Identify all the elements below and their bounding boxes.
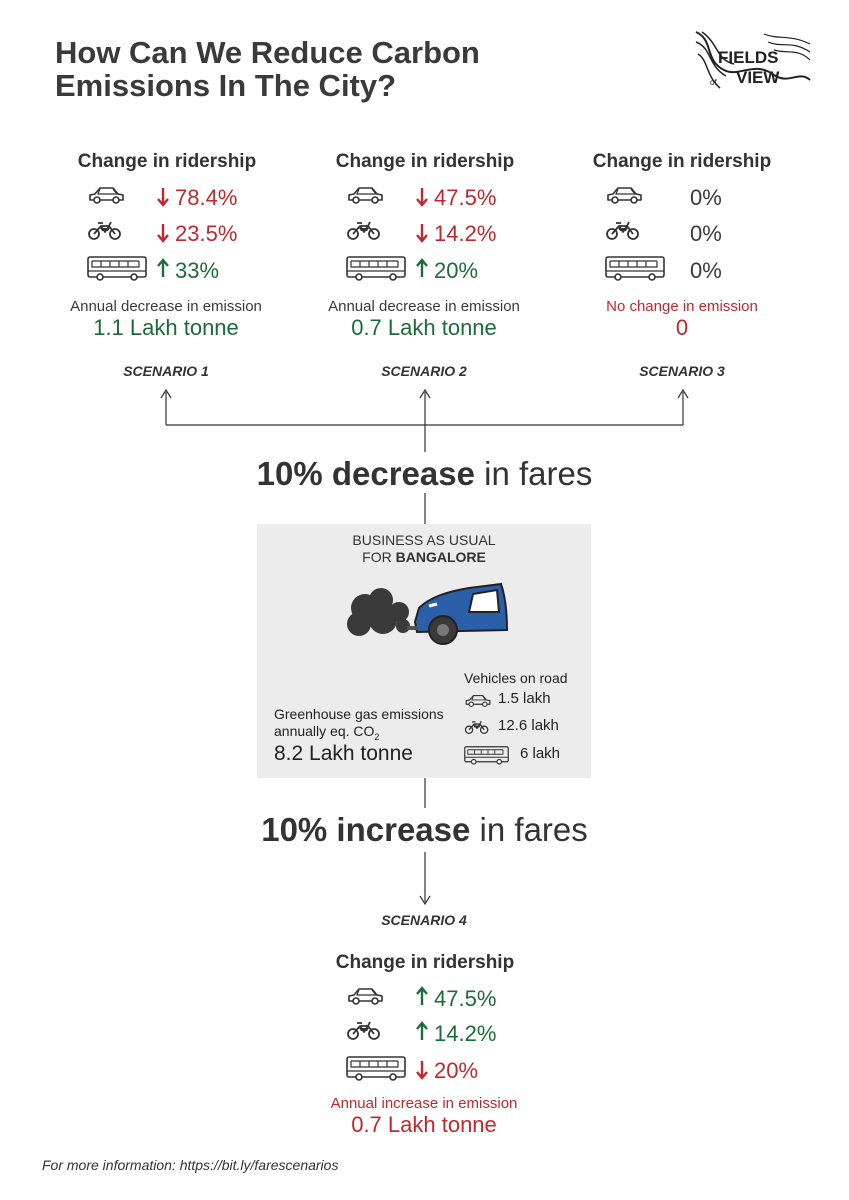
- scenario-2-label: SCENARIO 2: [381, 363, 467, 379]
- scenario-1-label: SCENARIO 1: [123, 363, 209, 379]
- scenario-4-bike-row: 14.2%: [346, 1019, 586, 1049]
- vehicles-bike-value: 12.6 lakh: [498, 717, 559, 734]
- logo-text-of: of: [710, 78, 717, 87]
- increase-fares-rest: in fares: [470, 811, 588, 848]
- business-as-usual-panel: BUSINESS AS USUAL FOR BANGALORE Greenhou…: [257, 524, 591, 778]
- car-icon: [348, 988, 383, 1005]
- arrowhead-scenario-4: [419, 895, 431, 906]
- scenario-4-car-row: 47.5%: [346, 984, 586, 1014]
- scenario-3-car-row: 0%: [605, 183, 845, 213]
- scenario-3-bus-row: 0%: [605, 256, 845, 286]
- emissions-label-2-text: annually eq. CO: [274, 723, 375, 739]
- bus-icon: [346, 1056, 406, 1081]
- scenario-4-bus-row: 20%: [346, 1056, 586, 1086]
- scenario-2-bus-row: 20%: [346, 256, 586, 286]
- bau-line-1: BUSINESS AS USUAL: [352, 532, 496, 548]
- decrease-fares-label: 10% decrease in fares: [0, 455, 849, 493]
- scenario-1-heading: Change in ridership: [77, 151, 257, 172]
- scenario-3-bike-row: 0%: [605, 219, 845, 249]
- scenario-4-note: Annual increase in emission: [330, 1095, 518, 1112]
- emissions-label-subscript: 2: [374, 731, 380, 742]
- scenario-1-car-value: 78.4%: [175, 185, 238, 210]
- vehicles-car-value: 1.5 lakh: [498, 690, 551, 707]
- scenario-2-bike-row: 14.2%: [346, 219, 586, 249]
- blue-car-icon: [407, 582, 509, 645]
- arrowhead-scenario-1: [160, 388, 172, 399]
- arrow-up-icon: [415, 1021, 429, 1042]
- vehicles-bus-value: 6 lakh: [520, 745, 561, 762]
- scenario-4-label: SCENARIO 4: [381, 912, 467, 928]
- scenario-2-heading: Change in ridership: [335, 151, 515, 172]
- scenario-1-bike-row: 23.5%: [87, 219, 327, 249]
- motorbike-icon: [464, 720, 489, 735]
- increase-fares-bold: 10% increase: [261, 811, 471, 848]
- scenario-3-bus-value: 0%: [690, 258, 722, 283]
- scenario-2-car-row: 47.5%: [346, 183, 586, 213]
- scenario-4-car-value: 47.5%: [434, 986, 497, 1011]
- motorbike-icon: [347, 1021, 380, 1040]
- bus-icon: [464, 746, 509, 765]
- scenario-4-bike-value: 14.2%: [434, 1021, 497, 1046]
- arrow-down-icon: [415, 1059, 429, 1080]
- logo-text-view: VIEW: [736, 68, 780, 87]
- scenario-2-bus-value: 20%: [434, 258, 479, 283]
- scenario-3-heading: Change in ridership: [592, 151, 772, 172]
- emissions-label-1: Greenhouse gas emissions: [274, 706, 444, 722]
- bau-city: BANGALORE: [395, 549, 486, 565]
- decrease-fares-rest: in fares: [474, 455, 593, 492]
- bau-line-2-prefix: FOR: [362, 549, 396, 565]
- emissions-value: 8.2 Lakh tonne: [274, 742, 413, 765]
- fields-of-view-logo: FIELDS of VIEW: [694, 30, 812, 92]
- scenario-2-note: Annual decrease in emission: [328, 298, 520, 315]
- scenario-2-car-value: 47.5%: [434, 185, 497, 210]
- logo-text-fields: FIELDS: [718, 48, 779, 67]
- scenario-3-note: No change in emission: [606, 298, 758, 315]
- scenario-3-bike-value: 0%: [690, 221, 722, 246]
- car-icon: [465, 695, 491, 707]
- arrowhead-scenario-3: [677, 388, 689, 399]
- scenario-1-amount: 1.1 Lakh tonne: [93, 315, 239, 340]
- scenario-1-bike-value: 23.5%: [175, 221, 238, 246]
- scenario-1-bus-value: 33%: [175, 258, 220, 283]
- scenario-1-car-row: 78.4%: [87, 183, 327, 213]
- emissions-label-2: annually eq. CO2: [274, 723, 379, 742]
- footer-link-text: For more information: https://bit.ly/far…: [42, 1157, 339, 1173]
- scenario-2-amount: 0.7 Lakh tonne: [351, 315, 497, 340]
- arrowhead-scenario-2: [419, 388, 431, 399]
- scenario-1-note: Annual decrease in emission: [70, 298, 262, 315]
- scenario-3-amount: 0: [675, 315, 689, 340]
- smoke-cloud-icon: [347, 588, 410, 636]
- scenario-4-bus-value: 20%: [434, 1058, 479, 1083]
- scenario-3-car-value: 0%: [690, 185, 722, 210]
- decrease-fares-bold: 10% decrease: [256, 455, 475, 492]
- page-title: How Can We Reduce Carbon Emissions In Th…: [55, 35, 480, 103]
- scenario-2-bike-value: 14.2%: [434, 221, 497, 246]
- polluting-car-illustration: [347, 582, 509, 645]
- vehicles-title: Vehicles on road: [464, 670, 568, 686]
- bau-line-2: FOR BANGALORE: [257, 549, 591, 565]
- increase-fares-label: 10% increase in fares: [0, 811, 849, 849]
- scenario-3-label: SCENARIO 3: [639, 363, 725, 379]
- scenario-1-bus-row: 33%: [87, 256, 327, 286]
- arrow-up-icon: [415, 986, 429, 1007]
- logo-pattern-icon: [695, 31, 811, 89]
- scenario-4-heading: Change in ridership: [335, 952, 515, 973]
- scenario-4-amount: 0.7 Lakh tonne: [351, 1112, 497, 1137]
